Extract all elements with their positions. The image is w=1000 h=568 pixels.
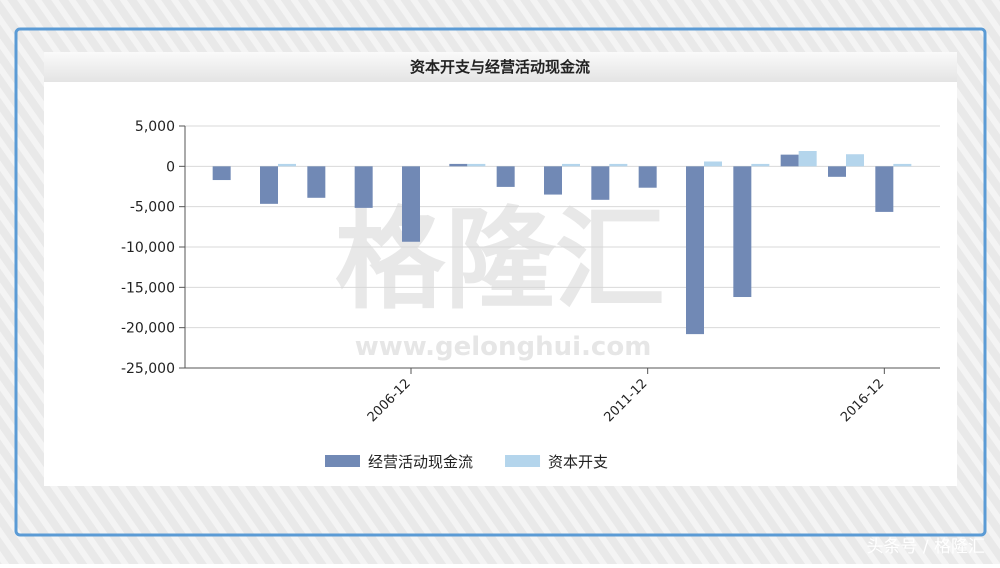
bar [260,166,278,204]
y-tick-label: -20,000 [121,321,175,337]
bar [467,163,486,167]
bar [544,166,562,195]
bar [307,166,326,198]
y-tick-label: -10,000 [121,240,175,256]
bar [893,163,912,167]
bar [828,166,846,177]
y-tick-label: -25,000 [121,361,175,377]
bar [686,166,704,335]
legend-swatch [325,455,360,467]
bar [704,161,722,167]
bar [278,163,296,167]
source: 头条号 / 格隆汇 [866,537,985,557]
bar [449,163,468,167]
bar [402,166,420,242]
y-tick-label: 5,000 [135,119,175,135]
y-tick-label: -15,000 [121,280,175,296]
legend-label: 经营活动现金流 [368,453,473,471]
bar [609,163,628,167]
legend-swatch [505,455,541,467]
bar [846,154,864,167]
bar [780,154,799,167]
bar [733,166,752,298]
legend-label: 资本开支 [548,453,608,471]
title-bar [44,52,957,82]
bar [875,166,894,212]
watermark-url: www.gelonghui.com [355,332,652,362]
chart-title: 资本开支与经营活动现金流 [410,58,590,76]
watermark-logo: 格隆汇 [335,196,665,324]
bar [751,163,770,167]
bar [212,166,231,181]
bar [354,166,373,208]
bar [496,166,515,187]
bar [562,163,580,167]
y-tick-label: 0 [166,159,175,175]
frame [14,27,987,537]
chart-panel [44,52,957,486]
y-tick-label: -5,000 [130,200,175,216]
bar [798,151,817,167]
bar [638,166,657,188]
bar [591,166,610,200]
